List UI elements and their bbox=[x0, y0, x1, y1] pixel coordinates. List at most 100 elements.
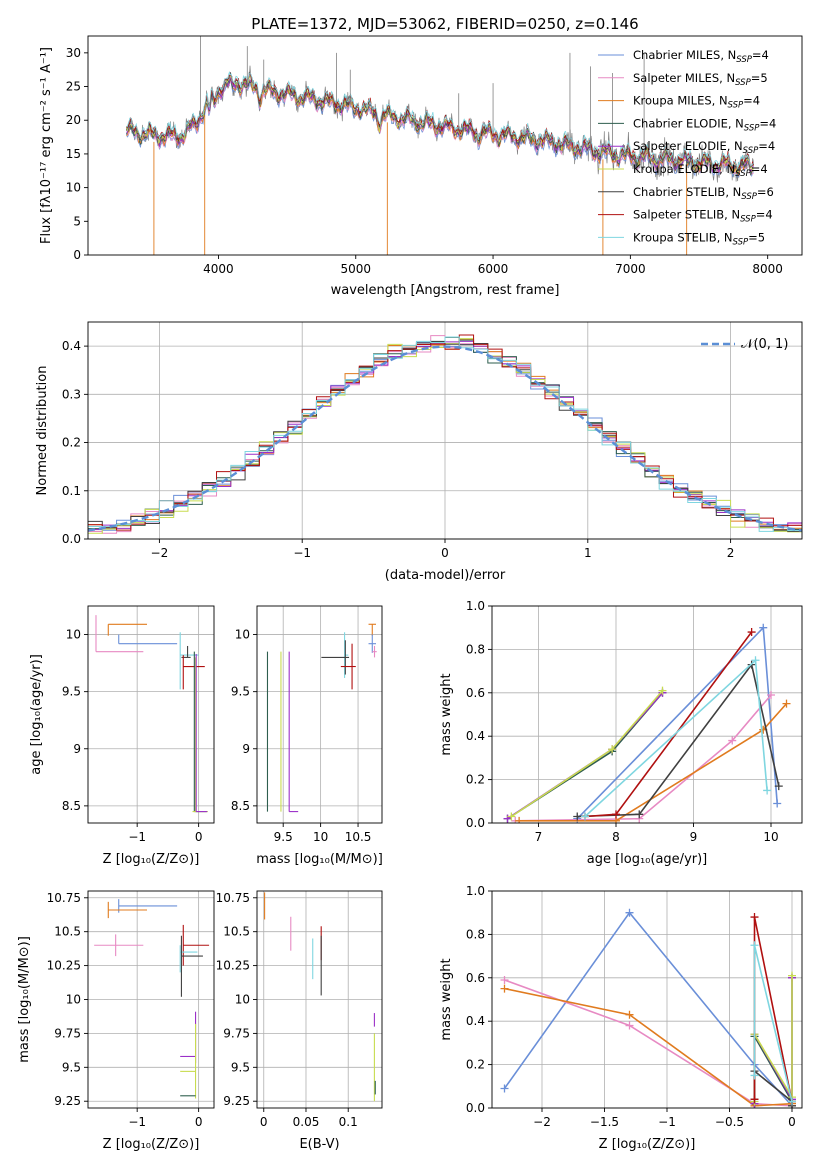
series-marker bbox=[625, 1021, 634, 1030]
x-tick-label: −1.5 bbox=[590, 1115, 619, 1129]
y-tick-label: 0.0 bbox=[466, 816, 485, 830]
legend-subscript: SSP bbox=[735, 169, 751, 179]
legend-label: Kroupa ELODIE, N bbox=[633, 162, 735, 176]
y-axis-label: age [log₁₀(age/yr)] bbox=[29, 654, 44, 775]
plot-area-mass_vs_EBV bbox=[264, 892, 376, 1102]
x-tick-label: 8000 bbox=[752, 262, 783, 276]
plot-area-spectrum bbox=[126, 36, 755, 255]
legend-suffix: =5 bbox=[748, 230, 765, 244]
plot-area-age_vs_Z bbox=[95, 615, 208, 813]
x-tick-label: −1 bbox=[128, 1115, 146, 1129]
y-tick-label: 9.25 bbox=[223, 1094, 250, 1108]
series-marker bbox=[763, 786, 772, 795]
legend-label: Chabrier STELIB, N bbox=[633, 185, 741, 199]
x-tick-label: 10 bbox=[313, 830, 328, 844]
y-axis-label: mass weight bbox=[439, 958, 454, 1040]
legend-label: Chabrier ELODIE, N bbox=[633, 116, 744, 130]
x-tick-label: 10 bbox=[763, 830, 778, 844]
legend-entry: Salpeter STELIB, NSSP=4 bbox=[633, 208, 773, 225]
legend-subscript: SSP bbox=[728, 101, 744, 111]
y-tick-label: 9.5 bbox=[231, 685, 250, 699]
legend-suffix: =4 bbox=[743, 94, 760, 108]
x-tick-label: 0 bbox=[441, 546, 449, 560]
y-tick-label: 9.5 bbox=[231, 1060, 250, 1074]
x-axis-label: mass [log₁₀(M/M⊙)] bbox=[256, 852, 383, 867]
axes-frame bbox=[87, 35, 803, 256]
legend-subscript: SSP bbox=[736, 55, 752, 65]
x-tick-label: 0 bbox=[195, 830, 203, 844]
series-marker bbox=[625, 1010, 634, 1019]
axes-frame bbox=[87, 890, 215, 1109]
axes-frame bbox=[491, 890, 803, 1109]
x-tick-label: 1 bbox=[584, 546, 592, 560]
series-marker bbox=[788, 1097, 796, 1106]
y-tick-label: 0.8 bbox=[466, 927, 485, 941]
y-tick-label: 8.5 bbox=[62, 799, 81, 813]
legend-subscript: SSP bbox=[733, 237, 749, 247]
x-tick-label: 0.05 bbox=[293, 1115, 320, 1129]
legend-entry: Chabrier ELODIE, NSSP=4 bbox=[633, 116, 776, 133]
series-line bbox=[504, 979, 793, 1107]
y-axis-label: Flux [fλ10⁻¹⁷ erg cm⁻² s⁻¹ A⁻¹] bbox=[39, 47, 54, 244]
y-tick-label: 10 bbox=[66, 181, 81, 195]
x-axis-label: Z [log₁₀(Z/Z⊙)] bbox=[599, 1137, 696, 1152]
plot-area-age_vs_mass bbox=[266, 623, 377, 813]
y-tick-label: 9.5 bbox=[62, 1060, 81, 1074]
y-tick-label: 10.25 bbox=[216, 959, 250, 973]
y-tick-label: 1.0 bbox=[466, 599, 485, 613]
y-tick-label: 0.4 bbox=[466, 729, 485, 743]
plot-area-residuals bbox=[88, 334, 802, 534]
legend-entry: Chabrier STELIB, NSSP=6 bbox=[633, 185, 774, 202]
legend-suffix: =4 bbox=[751, 162, 768, 176]
series-line bbox=[504, 987, 793, 1107]
x-tick-label: 0.1 bbox=[339, 1115, 358, 1129]
legend-suffix: =4 bbox=[758, 139, 775, 153]
series-marker bbox=[500, 975, 509, 984]
x-tick-label: −0.5 bbox=[715, 1115, 744, 1129]
legend-subscript: SSP bbox=[735, 78, 751, 88]
y-tick-label: 0.4 bbox=[62, 339, 81, 353]
panel-massweight_vs_age: 7 8 9 10 0.0 0.2 0.4 0.6 0.8 1.0 age [log₁₀(age/yr… bbox=[439, 599, 803, 867]
x-axis-label: wavelength [Angstrom, rest frame] bbox=[331, 283, 560, 298]
x-axis-label: age [log₁₀(age/yr)] bbox=[587, 852, 708, 867]
x-tick-label: 7000 bbox=[615, 262, 646, 276]
series-marker bbox=[625, 908, 634, 917]
legend-subscript: SSP bbox=[744, 123, 760, 133]
legend-entry: Salpeter ELODIE, NSSP=4 bbox=[633, 139, 775, 156]
x-tick-label: 0 bbox=[195, 1115, 203, 1129]
legend-subscript: SSP bbox=[743, 146, 759, 156]
x-tick-label: −2 bbox=[533, 1115, 551, 1129]
legend-label: Salpeter STELIB, N bbox=[633, 208, 740, 222]
legend-label: Salpeter MILES, N bbox=[633, 71, 735, 85]
legend-subscript: SSP bbox=[741, 192, 757, 202]
x-tick-label: −1 bbox=[658, 1115, 676, 1129]
y-tick-label: 10.25 bbox=[47, 959, 81, 973]
y-tick-label: 0.4 bbox=[466, 1014, 485, 1028]
legend-label: Chabrier MILES, N bbox=[633, 48, 736, 62]
y-tick-label: 8.5 bbox=[231, 799, 250, 813]
axes-frame bbox=[87, 605, 215, 824]
series-marker bbox=[608, 745, 617, 754]
series-marker bbox=[751, 656, 760, 665]
series-marker bbox=[500, 1084, 509, 1093]
series-marker bbox=[750, 1071, 759, 1080]
y-tick-label: 9.5 bbox=[62, 685, 81, 699]
legend-entry: Chabrier MILES, NSSP=4 bbox=[633, 48, 769, 65]
x-axis-label: Z [log₁₀(Z/Z⊙)] bbox=[103, 852, 200, 867]
series-marker bbox=[573, 812, 582, 821]
series-marker bbox=[788, 971, 796, 980]
y-tick-label: 30 bbox=[66, 46, 81, 60]
series-line bbox=[753, 975, 793, 1102]
plot-area-massweight_vs_Z bbox=[500, 908, 796, 1108]
y-tick-label: 10.5 bbox=[54, 925, 81, 939]
chart-title: PLATE=1372, MJD=53062, FIBERID=0250, z=0… bbox=[251, 15, 638, 33]
plot-area-massweight_vs_age bbox=[503, 623, 791, 823]
x-tick-label: 0 bbox=[788, 1115, 796, 1129]
legend-entry: Kroupa ELODIE, NSSP=4 bbox=[633, 162, 768, 179]
series-marker bbox=[750, 913, 759, 922]
y-tick-label: 1.0 bbox=[466, 884, 485, 898]
series-line bbox=[519, 703, 788, 822]
y-tick-label: 20 bbox=[66, 113, 81, 127]
axes-frame bbox=[87, 321, 803, 540]
